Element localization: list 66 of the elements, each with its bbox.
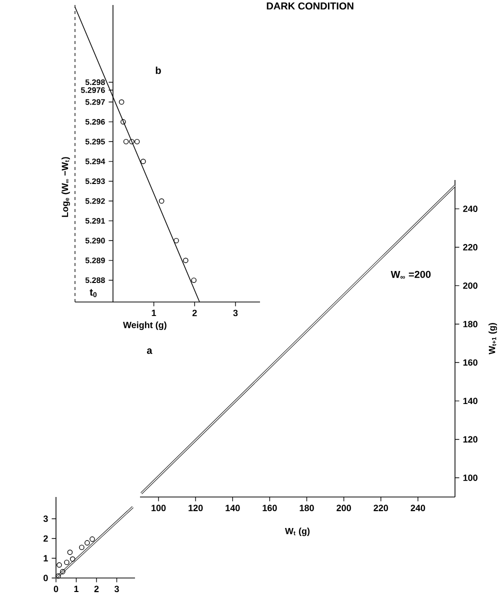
y-tick-label: 100: [463, 474, 478, 481]
point: [70, 556, 76, 562]
point: [134, 138, 140, 144]
annotation: a: [146, 348, 152, 354]
x-tick-label: 0: [54, 586, 58, 592]
x-tick-label: 200: [336, 504, 351, 512]
point: [129, 138, 134, 144]
y-tick-label: 5.290: [85, 238, 105, 244]
point: [67, 550, 73, 555]
point: [56, 573, 61, 579]
x-tick-label: 3: [233, 310, 238, 316]
y-tick-label: 2: [44, 535, 48, 542]
chart-title: DARK CONDITION: [266, 2, 354, 10]
y-tick-label: 5.298: [85, 79, 105, 86]
point: [56, 562, 62, 568]
y-tick-label: 0: [44, 574, 48, 582]
y-axis-title: W$_{t+1}$ (g): [488, 323, 498, 354]
point: [158, 198, 164, 204]
point: [120, 119, 126, 124]
x-tick-label: 140: [226, 504, 240, 512]
x-axis-title: Weight (g): [123, 322, 166, 330]
x-tick-label: 100: [152, 504, 166, 512]
y-tick-label: 220: [463, 244, 478, 250]
point: [84, 540, 90, 546]
x-tick-label: 120: [188, 504, 203, 512]
y-tick-label: 240: [463, 206, 478, 212]
y-axis-title: Log$_{e}$ (W$_{∞}$ −W$_{t}$): [62, 157, 70, 217]
point: [90, 536, 95, 542]
x-tick-label: 3: [114, 586, 119, 592]
x-tick-label: 240: [410, 504, 426, 512]
point: [60, 569, 66, 574]
point: [64, 560, 70, 566]
point: [118, 99, 124, 105]
y-tick-label: 5.295: [85, 138, 105, 144]
point: [140, 158, 146, 164]
y-tick-label: 5.291: [85, 218, 105, 224]
y-tick-label: 3: [43, 516, 48, 522]
x-tick-label: 180: [300, 504, 314, 512]
x-tick-label: 220: [374, 504, 388, 512]
y-tick-label: 180: [463, 320, 478, 328]
point: [191, 278, 196, 283]
y-tick-label: 160: [463, 359, 478, 366]
annotation: W$_{∞}$ =200: [390, 270, 431, 279]
point: [183, 258, 188, 264]
y-tick-label: 1: [44, 555, 48, 562]
x-tick-label: 2: [192, 310, 197, 316]
y-tick-label: 5.293: [85, 178, 105, 184]
y-tick-label: 5.288: [85, 277, 105, 284]
point: [123, 138, 129, 144]
y-tick-label: 140: [463, 398, 478, 404]
y-tick-label: 120: [463, 436, 478, 443]
annotation: t$_{0}$: [90, 289, 97, 298]
point: [174, 238, 179, 244]
point: [79, 544, 84, 550]
x-axis-title: W$_{t}$ (g): [285, 528, 310, 536]
annotation: b: [156, 66, 161, 74]
x-tick-label: 1: [152, 310, 156, 316]
x-tick-label: 160: [262, 504, 277, 512]
y-tick-label: 5.289: [85, 258, 105, 264]
y-tick-label: 5.297: [85, 99, 105, 105]
y-tick-label: 5.2976: [80, 87, 105, 93]
y-tick-label: 5.296: [85, 118, 105, 125]
y-tick-label: 200: [463, 282, 478, 289]
y-tick-label: 5.294: [85, 158, 106, 164]
x-tick-label: 1: [74, 586, 79, 592]
y-tick-label: 5.292: [85, 198, 105, 204]
